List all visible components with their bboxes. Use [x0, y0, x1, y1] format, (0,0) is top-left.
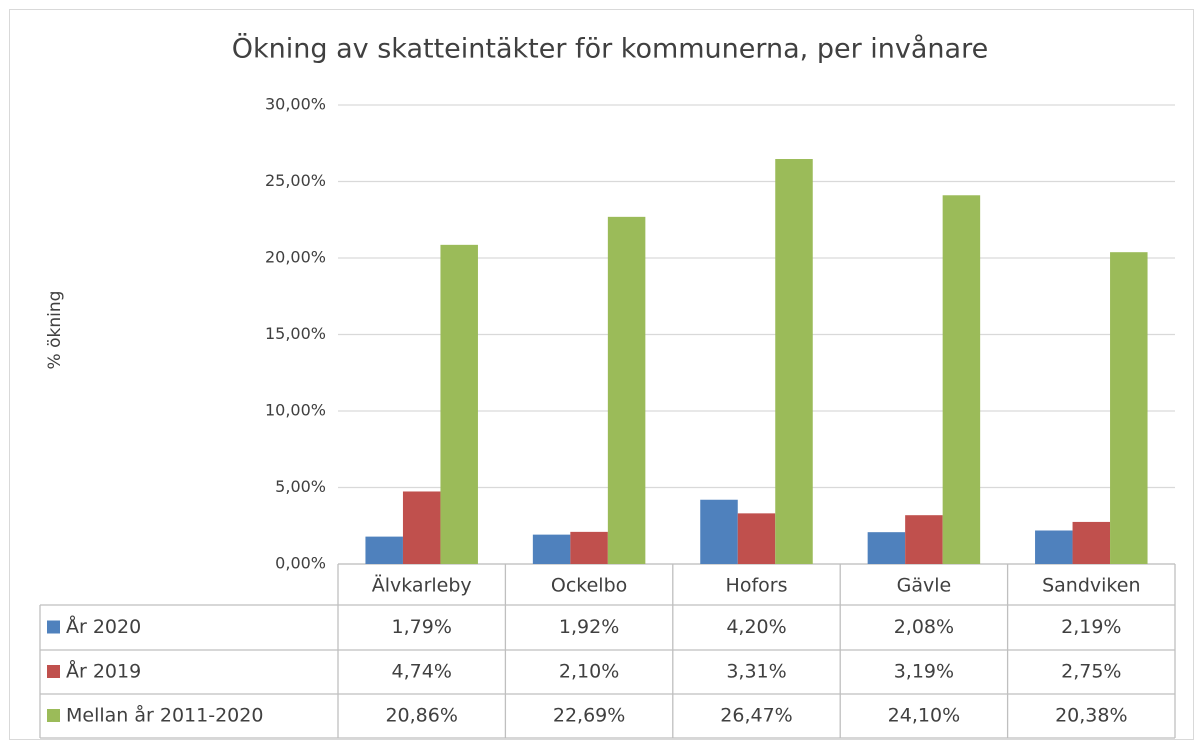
y-axis-label: % ökning: [45, 291, 65, 370]
x-tick-label: Gävle: [897, 575, 952, 597]
x-tick-label: Ockelbo: [551, 575, 627, 597]
y-tick-label: 5,00%: [275, 477, 326, 496]
x-tick-label: Älvkarleby: [372, 574, 472, 597]
bar: [942, 195, 981, 564]
y-tick-label: 25,00%: [265, 171, 326, 190]
table-value: 2,10%: [559, 661, 619, 683]
table-value: 26,47%: [720, 705, 792, 727]
bar: [402, 491, 441, 564]
bar: [570, 531, 608, 564]
bar: [440, 244, 478, 565]
y-tick-label: 0,00%: [275, 554, 326, 573]
y-tick-label: 30,00%: [265, 95, 326, 114]
chart-frame: [9, 9, 1194, 740]
legend-label: År 2019: [66, 660, 141, 683]
table-value: 22,69%: [553, 705, 625, 727]
x-tick-label: Sandviken: [1042, 575, 1140, 597]
bar: [905, 515, 943, 564]
bar: [532, 534, 571, 564]
x-tick-label: Hofors: [726, 575, 788, 597]
table-value: 2,19%: [1061, 616, 1121, 638]
table-value: 20,86%: [385, 705, 457, 727]
bar: [700, 499, 738, 564]
y-tick-label: 15,00%: [265, 324, 326, 343]
legend-label: Mellan år 2011-2020: [66, 704, 263, 727]
bar: [365, 536, 403, 564]
legend-key: [47, 665, 60, 678]
chart-title: Ökning av skatteintäkter för kommunerna,…: [232, 33, 988, 65]
table-value: 2,08%: [894, 616, 954, 638]
bar: [1035, 530, 1073, 564]
legend-key: [47, 620, 60, 634]
y-tick-label: 20,00%: [265, 248, 326, 267]
table-value: 2,75%: [1061, 661, 1121, 683]
bar: [607, 216, 646, 564]
table-value: 1,92%: [559, 616, 619, 638]
table-value: 1,79%: [392, 616, 452, 638]
bar: [1110, 252, 1148, 564]
bar: [775, 159, 813, 564]
y-tick-label: 10,00%: [265, 401, 326, 420]
bar: [867, 532, 906, 564]
legend-label: År 2020: [66, 615, 141, 638]
table-value: 3,31%: [726, 661, 786, 683]
table-value: 4,20%: [726, 616, 786, 638]
bar: [737, 513, 776, 564]
table-value: 24,10%: [888, 705, 960, 727]
bar: [1072, 521, 1111, 564]
table-value: 4,74%: [392, 661, 452, 683]
table-value: 3,19%: [894, 661, 954, 683]
table-value: 20,38%: [1055, 705, 1127, 727]
legend-key: [47, 709, 60, 722]
